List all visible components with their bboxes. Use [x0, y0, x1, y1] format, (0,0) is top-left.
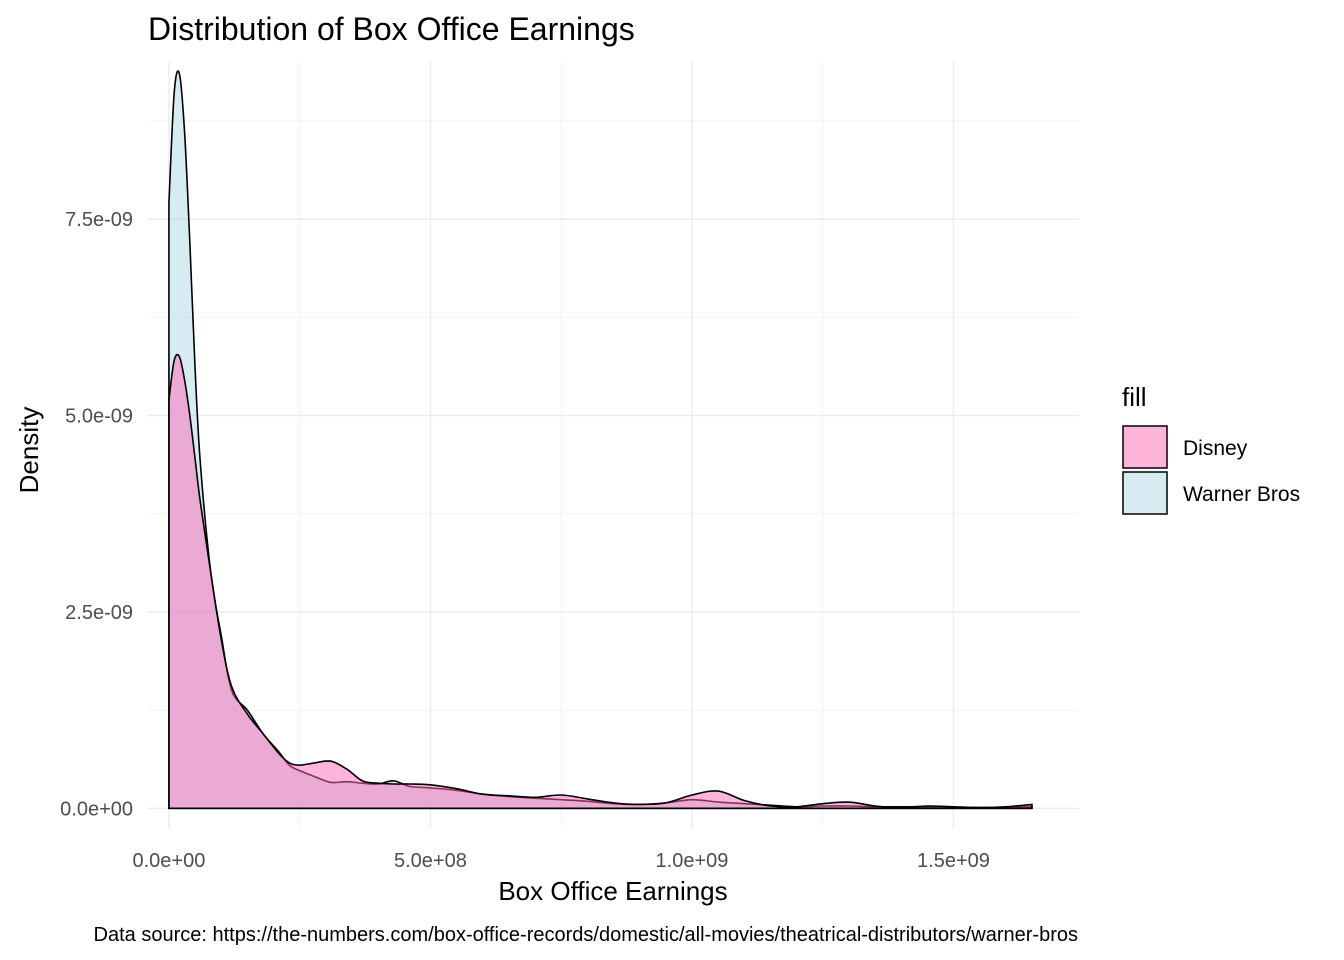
y-tick-label: 0.0e+00: [60, 798, 133, 820]
y-axis-ticks: 0.0e+00 2.5e-09 5.0e-09 7.5e-09: [60, 209, 133, 820]
x-axis-ticks: 0.0e+00 5.0e+08 1.0e+09 1.5e+09: [132, 850, 989, 872]
chart-title: Distribution of Box Office Earnings: [148, 11, 635, 47]
data-source-caption: Data source: https://the-numbers.com/box…: [94, 924, 1078, 946]
legend-swatch-disney: [1122, 425, 1168, 469]
x-tick-label: 0.0e+00: [132, 850, 205, 872]
density-areas: [168, 70, 1033, 810]
warner-bros-density-area: [168, 70, 1033, 810]
x-tick-label: 5.0e+08: [394, 850, 467, 872]
disney-density-area: [168, 353, 1033, 810]
y-tick-label: 7.5e-09: [65, 209, 133, 231]
legend: fill Disney Warner Bros: [1122, 382, 1300, 515]
x-tick-label: 1.5e+09: [917, 850, 990, 872]
y-tick-label: 2.5e-09: [65, 602, 133, 624]
legend-title: fill: [1122, 382, 1147, 412]
y-tick-label: 5.0e-09: [65, 406, 133, 428]
legend-label-warner-bros: Warner Bros: [1183, 483, 1300, 506]
legend-swatch-warner-bros: [1122, 471, 1168, 515]
y-axis-title: Density: [14, 407, 44, 494]
legend-label-disney: Disney: [1183, 437, 1248, 460]
x-tick-label: 1.0e+09: [656, 850, 729, 872]
x-axis-title: Box Office Earnings: [498, 876, 727, 906]
grid-lines: [148, 62, 1079, 828]
